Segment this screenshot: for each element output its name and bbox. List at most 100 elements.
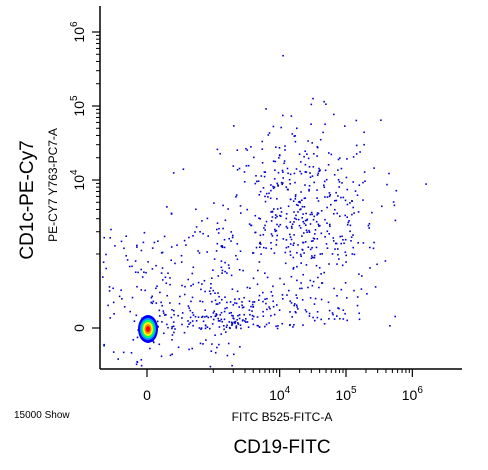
data-point xyxy=(221,269,224,272)
data-point xyxy=(324,169,327,172)
data-point xyxy=(285,225,288,228)
data-point xyxy=(278,147,281,149)
data-point xyxy=(170,213,173,215)
data-point xyxy=(144,289,146,292)
data-point xyxy=(235,196,237,198)
data-point xyxy=(210,350,213,352)
data-point xyxy=(324,218,326,221)
data-point xyxy=(313,303,316,305)
data-point xyxy=(279,214,281,217)
data-point xyxy=(309,279,312,282)
data-point xyxy=(223,318,226,321)
data-point xyxy=(310,257,313,260)
data-point xyxy=(221,245,224,248)
data-point xyxy=(264,298,266,300)
data-point xyxy=(294,198,297,200)
data-point xyxy=(323,184,325,187)
data-point xyxy=(258,261,261,263)
data-point xyxy=(353,212,355,214)
data-point xyxy=(165,282,168,284)
data-point xyxy=(309,172,311,174)
data-point xyxy=(233,321,236,323)
data-point xyxy=(219,314,221,316)
data-point xyxy=(289,173,292,176)
data-point xyxy=(281,322,283,325)
data-point xyxy=(318,286,320,289)
data-point xyxy=(238,269,241,271)
data-point xyxy=(165,314,167,316)
data-point xyxy=(320,210,323,212)
data-point xyxy=(218,227,220,230)
data-point xyxy=(317,223,320,226)
data-point xyxy=(337,179,340,181)
data-point xyxy=(347,221,350,224)
data-point xyxy=(258,299,260,301)
data-point xyxy=(149,347,151,350)
data-point xyxy=(226,324,228,327)
data-point xyxy=(265,247,267,249)
data-point xyxy=(304,241,307,243)
data-point xyxy=(155,264,157,267)
data-point xyxy=(287,205,290,208)
data-point xyxy=(238,298,240,300)
data-point xyxy=(160,272,163,274)
data-point xyxy=(316,214,318,216)
data-point xyxy=(295,294,297,296)
data-point xyxy=(302,220,304,223)
data-point xyxy=(166,323,168,326)
data-point xyxy=(323,323,326,325)
data-point xyxy=(290,225,293,228)
data-point xyxy=(278,225,280,228)
data-point xyxy=(311,213,313,216)
data-point xyxy=(161,321,163,323)
data-point xyxy=(341,264,344,267)
data-point xyxy=(312,280,315,283)
data-point xyxy=(281,169,284,172)
data-point xyxy=(280,126,282,129)
data-point xyxy=(191,272,194,275)
data-point xyxy=(361,275,363,277)
data-point xyxy=(348,220,350,222)
data-point xyxy=(314,229,317,231)
data-point xyxy=(228,312,231,314)
data-point xyxy=(188,323,190,325)
data-point xyxy=(173,309,175,312)
data-point xyxy=(215,250,218,252)
data-point xyxy=(208,290,211,292)
data-point xyxy=(328,195,331,198)
data-point xyxy=(256,180,258,183)
data-point xyxy=(232,165,235,167)
data-point xyxy=(224,307,226,310)
data-point xyxy=(386,183,388,186)
data-point xyxy=(300,172,303,175)
data-point xyxy=(234,320,237,323)
data-point xyxy=(126,259,129,261)
data-point xyxy=(312,316,314,319)
data-point xyxy=(250,224,252,227)
data-point xyxy=(306,218,309,221)
data-point xyxy=(259,241,261,244)
data-point xyxy=(205,315,208,318)
data-point xyxy=(337,253,339,256)
data-point xyxy=(197,250,199,252)
data-point xyxy=(308,229,310,232)
data-point xyxy=(169,302,171,304)
data-point xyxy=(289,300,291,302)
data-point xyxy=(206,217,209,220)
data-point xyxy=(330,153,333,156)
data-point xyxy=(211,277,213,279)
data-point xyxy=(271,235,274,237)
data-point xyxy=(333,213,335,215)
data-point xyxy=(231,314,233,317)
data-point xyxy=(301,205,304,208)
y-axis-label: PE-CY7 Y763-PC7-A xyxy=(46,128,60,242)
data-point xyxy=(254,214,257,217)
data-point xyxy=(128,265,131,268)
data-point xyxy=(222,204,224,207)
data-point xyxy=(363,171,366,173)
data-point xyxy=(189,316,192,319)
data-point xyxy=(129,310,131,313)
data-point xyxy=(181,312,184,314)
data-point xyxy=(264,224,266,227)
data-point xyxy=(317,276,319,279)
